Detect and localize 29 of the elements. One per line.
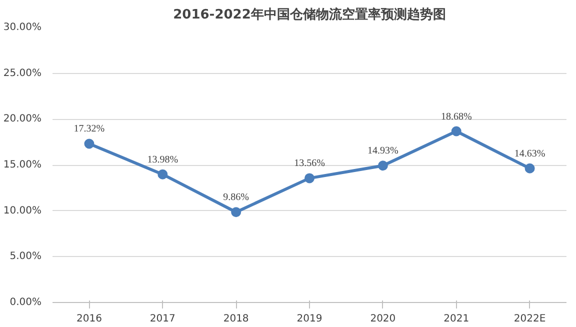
x-tick-label: 2016 — [76, 314, 102, 324]
y-tick-label: 5.00% — [10, 251, 42, 262]
chart-title: 2016-2022年中国仓储物流空置率预测趋势图 — [173, 6, 446, 22]
text: 13.56% — [294, 158, 325, 170]
y-tick-label: 25.00% — [3, 68, 42, 79]
x-tick-label: 2022E — [514, 314, 546, 324]
y-tick-label: 15.00% — [3, 160, 42, 170]
point — [524, 163, 535, 174]
text: 14.63% — [514, 148, 546, 160]
x-tick-label: 2020 — [370, 314, 396, 324]
x-tick-label: 2017 — [150, 314, 176, 324]
x-tick-label: 2019 — [296, 314, 322, 324]
y-tick-label: 20.00% — [3, 114, 42, 125]
text: 17.32% — [74, 124, 105, 135]
x-tick-label: 2021 — [444, 314, 470, 324]
text: 14.93% — [368, 146, 398, 157]
point — [231, 207, 242, 218]
y-tick-label: 0.00% — [10, 297, 42, 308]
text: 13.98% — [147, 154, 178, 166]
point — [304, 173, 314, 184]
y-tick-label: 10.00% — [3, 205, 42, 216]
text: 18.68% — [440, 111, 472, 122]
x-tick-label: 2018 — [223, 314, 249, 324]
point — [84, 138, 94, 149]
y-tick-label: 30.00% — [3, 22, 42, 33]
point — [451, 126, 462, 136]
text: 9.86% — [223, 192, 249, 204]
point — [158, 169, 168, 180]
point — [378, 160, 388, 171]
